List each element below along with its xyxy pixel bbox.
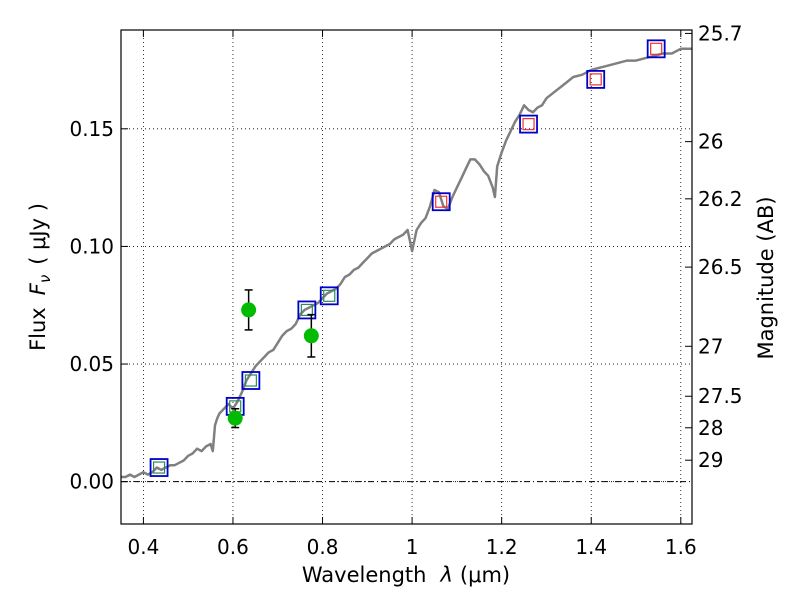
y2-axis-label: Magnitude (AB) bbox=[754, 196, 778, 359]
y2-axis-ticks: 25.7 26 26.2 26.5 27 27.5 28 29 bbox=[685, 21, 743, 472]
observed-points bbox=[227, 289, 319, 429]
model-spectrum-line bbox=[121, 47, 692, 479]
y2-tick-label: 29 bbox=[698, 448, 723, 472]
model-photometry-square bbox=[149, 458, 169, 477]
model-photometry-square bbox=[319, 286, 339, 306]
y-axis-ticks: 0.00 0.05 0.10 0.15 bbox=[69, 117, 128, 494]
y-axis-label-symbol: F bbox=[26, 282, 50, 295]
y-tick-label: 0.10 bbox=[69, 234, 114, 258]
model-photometry-inner-square bbox=[650, 42, 663, 55]
model-photometry-square bbox=[646, 39, 666, 59]
observed-point bbox=[241, 302, 257, 318]
y-axis-label-unit: ( μJy ) bbox=[26, 203, 50, 265]
model-photometry-inner-square bbox=[435, 195, 448, 208]
y2-tick-label: 25.7 bbox=[698, 21, 743, 45]
model-photometry-square bbox=[586, 70, 606, 89]
y-tick-label: 0.15 bbox=[69, 117, 114, 141]
x-tick-label: 1 bbox=[406, 535, 419, 559]
model-photometry-inner-square bbox=[522, 117, 535, 131]
model-photometry-inner-square bbox=[300, 303, 313, 317]
model-photometry-inner-square bbox=[589, 73, 602, 86]
y2-tick-label: 27.5 bbox=[698, 384, 743, 408]
plot-frame bbox=[120, 29, 693, 525]
x-tick-label: 0.4 bbox=[127, 535, 159, 559]
y2-tick-label: 26.2 bbox=[698, 187, 743, 211]
x-tick-label: 1.2 bbox=[486, 535, 518, 559]
plot-background bbox=[121, 30, 692, 524]
y2-tick-label: 28 bbox=[698, 416, 723, 440]
x-axis-label-unit: (μm) bbox=[460, 563, 510, 587]
y-axis-label-prefix: Flux bbox=[26, 307, 50, 351]
model-photometry-square bbox=[431, 192, 451, 212]
x-tick-label: 0.6 bbox=[217, 535, 249, 559]
observed-point bbox=[227, 410, 243, 426]
model-photometry-square bbox=[241, 371, 261, 390]
model-photometry-inner-square bbox=[244, 374, 257, 387]
x-axis-ticks: 0.4 0.6 0.8 1 1.2 1.4 1.6 bbox=[127, 30, 697, 559]
model-photometry-inner-square bbox=[152, 461, 166, 474]
x-axis-label-symbol: λ bbox=[439, 563, 452, 587]
x-tick-label: 0.8 bbox=[307, 535, 339, 559]
y2-tick-label: 26.5 bbox=[698, 255, 743, 279]
x-tick-label: 1.6 bbox=[665, 535, 697, 559]
model-photometry-inner-square bbox=[323, 289, 336, 302]
x-axis-label: Wavelength λ (μm) bbox=[302, 563, 510, 587]
y-tick-label: 0.00 bbox=[69, 470, 114, 494]
y-tick-label: 0.05 bbox=[69, 352, 114, 376]
model-photometry-square bbox=[297, 300, 317, 320]
y2-tick-label: 27 bbox=[698, 334, 723, 358]
x-axis-label-prefix: Wavelength bbox=[302, 563, 427, 587]
model-photometry-square bbox=[519, 114, 538, 134]
y-axis-label-subscript: ν bbox=[36, 275, 54, 283]
y-axis-label: Flux Fν ( μJy ) bbox=[26, 203, 54, 351]
observed-point bbox=[303, 328, 319, 344]
y2-tick-label: 26 bbox=[698, 130, 723, 154]
x-tick-label: 1.4 bbox=[575, 535, 607, 559]
